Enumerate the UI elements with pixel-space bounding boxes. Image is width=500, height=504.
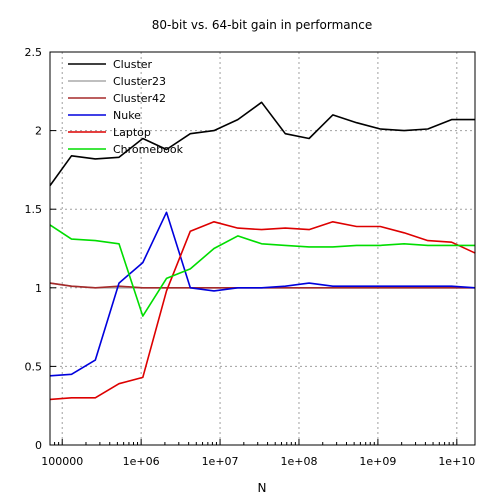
y-tick-label: 1.5 bbox=[25, 203, 43, 216]
x-axis-label: N bbox=[258, 481, 267, 495]
series-line-nuke bbox=[49, 211, 476, 377]
chart-title: 80-bit vs. 64-bit gain in performance bbox=[152, 18, 372, 32]
series-line-laptop bbox=[49, 221, 476, 401]
plot-frame bbox=[49, 51, 476, 446]
legend-label-chromebook: Chromebook bbox=[113, 143, 184, 156]
series-line-chromebook bbox=[49, 224, 476, 317]
series-line-cluster bbox=[49, 101, 476, 187]
x-tick-label: 1e+08 bbox=[280, 455, 317, 468]
x-tick-label: 100000 bbox=[41, 455, 83, 468]
legend-label-laptop: Laptop bbox=[113, 126, 151, 139]
x-tick-label: 1e+09 bbox=[359, 455, 396, 468]
x-tick-label: 1e+07 bbox=[202, 455, 239, 468]
y-tick-label: 0 bbox=[35, 439, 42, 452]
y-tick-label: 0.5 bbox=[25, 360, 43, 373]
axes: 100000 1e+06 1e+07 1e+08 1e+09 1e+10 0 0.5 1 1.5 2… bbox=[25, 46, 476, 468]
x-tick-label: 1e+06 bbox=[123, 455, 160, 468]
x-tick-label: 1e+10 bbox=[438, 455, 475, 468]
legend-label-cluster23: Cluster23 bbox=[113, 75, 166, 88]
series-lines bbox=[49, 101, 476, 401]
y-tick-label: 2 bbox=[35, 125, 42, 138]
legend: Cluster Cluster23 Cluster42 Nuke Laptop Chrom… bbox=[68, 58, 184, 156]
legend-label-cluster: Cluster bbox=[113, 58, 153, 71]
legend-label-nuke: Nuke bbox=[113, 109, 141, 122]
y-tick-label: 2.5 bbox=[25, 46, 43, 59]
legend-label-cluster42: Cluster42 bbox=[113, 92, 166, 105]
y-tick-label: 1 bbox=[35, 282, 42, 295]
